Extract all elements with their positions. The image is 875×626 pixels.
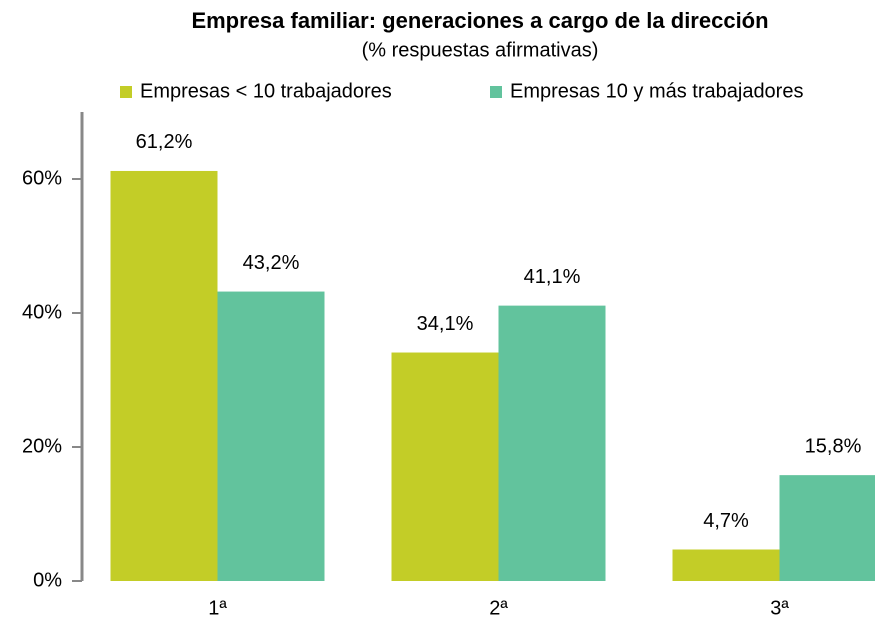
legend-swatch	[120, 86, 132, 98]
legend-label: Empresas 10 y más trabajadores	[510, 80, 803, 102]
bar	[780, 475, 875, 581]
x-tick-label: 3ª	[770, 597, 789, 619]
bar	[218, 292, 325, 581]
value-label: 43,2%	[243, 252, 300, 274]
chart-title: Empresa familiar: generaciones a cargo d…	[191, 8, 768, 33]
y-tick-label: 60%	[22, 167, 62, 189]
value-label: 61,2%	[136, 131, 193, 153]
legend-label: Empresas < 10 trabajadores	[140, 80, 392, 102]
value-label: 15,8%	[805, 435, 862, 457]
bar	[392, 353, 499, 581]
y-tick-label: 0%	[33, 569, 62, 591]
x-tick-label: 1ª	[208, 597, 227, 619]
chart-subtitle: (% respuestas afirmativas)	[362, 39, 599, 61]
bar	[673, 550, 780, 581]
bar	[499, 306, 606, 581]
y-tick-label: 40%	[22, 301, 62, 323]
x-tick-label: 2ª	[489, 597, 508, 619]
value-label: 4,7%	[703, 510, 749, 532]
y-tick-label: 20%	[22, 435, 62, 457]
legend-swatch	[490, 86, 502, 98]
bar	[111, 171, 218, 581]
value-label: 41,1%	[524, 266, 581, 288]
value-label: 34,1%	[417, 313, 474, 335]
